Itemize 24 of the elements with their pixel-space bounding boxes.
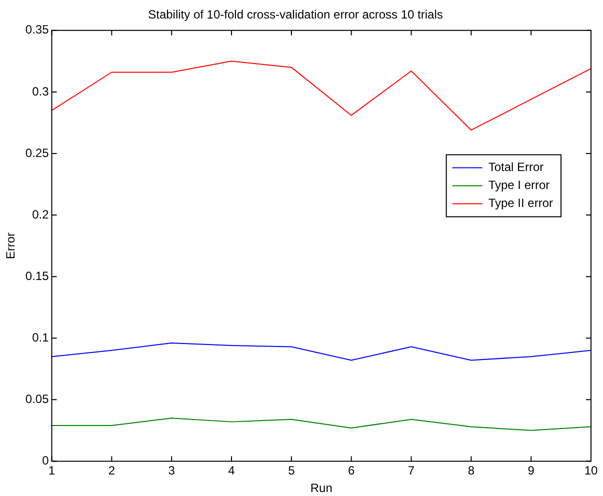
y-tick-label: 0.15	[25, 268, 50, 283]
y-tick-label: 0.2	[32, 207, 50, 222]
y-tick-label: 0.3	[32, 84, 50, 98]
legend-label: Type I error	[488, 178, 550, 192]
y-tick-label: 0	[42, 454, 50, 468]
legend-label: Type II error	[488, 196, 554, 210]
x-tick-label: 1	[48, 464, 56, 478]
chart-title: Stability of 10-fold cross-validation error across 10 trials	[148, 8, 443, 22]
x-tick-label: 7	[408, 464, 415, 478]
legend-label: Total Error	[488, 160, 544, 174]
x-tick-label: 2	[108, 464, 116, 478]
y-tick-label: 0.05	[25, 392, 50, 406]
y-tick-label: 0.1	[32, 330, 50, 344]
x-tick-label: 10	[584, 464, 598, 478]
y-tick-label: 0.25	[25, 146, 50, 160]
x-tick-label: 4	[228, 464, 236, 478]
x-tick-label: 8	[468, 464, 475, 478]
y-axis-title: Error	[4, 232, 18, 260]
x-tick-label: 9	[528, 464, 535, 478]
x-tick-label: 6	[348, 464, 355, 478]
x-axis-title: Run	[310, 481, 332, 496]
x-tick-label: 3	[168, 464, 176, 478]
x-tick-label: 5	[288, 464, 296, 478]
y-tick-label: 0.35	[25, 22, 50, 37]
